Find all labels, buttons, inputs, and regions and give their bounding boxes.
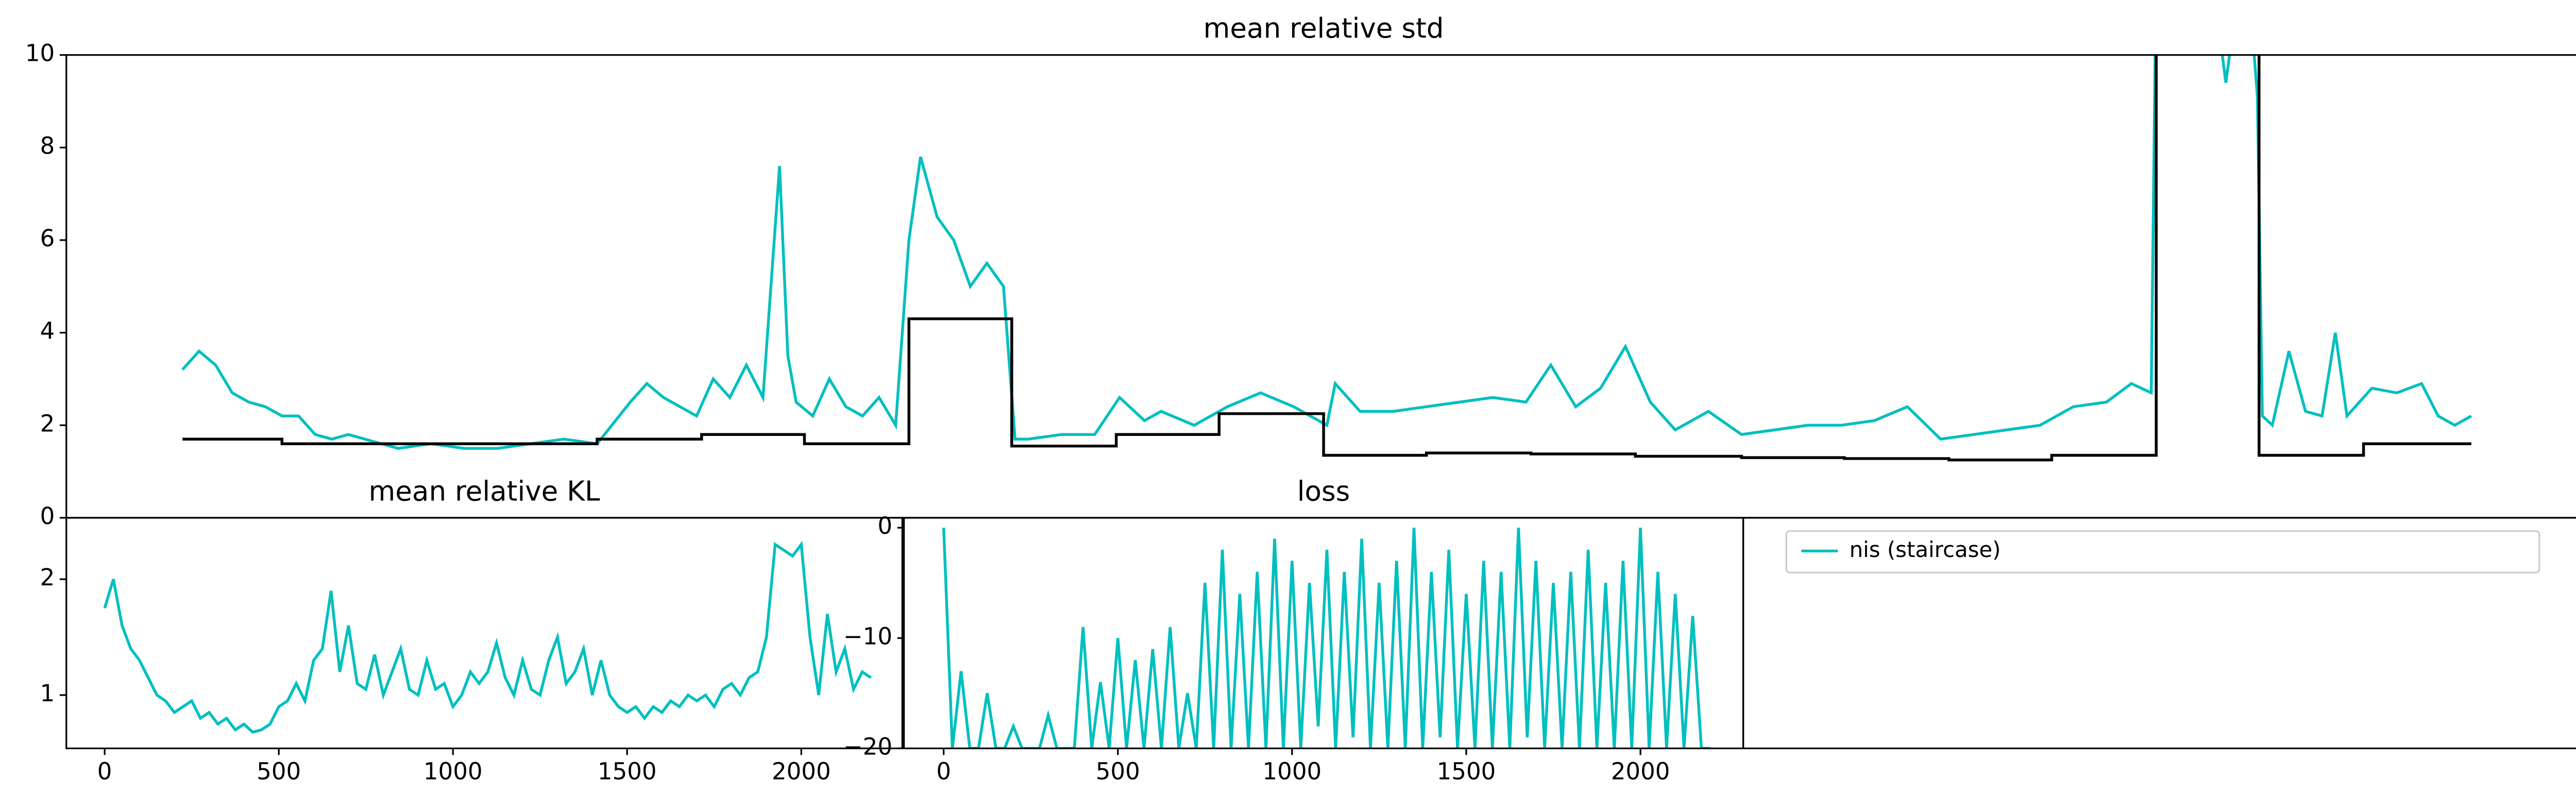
series-line bbox=[181, 55, 2472, 450]
y-tick-label: 0 bbox=[877, 512, 892, 539]
chart-title: mean relative std bbox=[1204, 12, 1444, 44]
y-tick-label: −10 bbox=[843, 622, 892, 650]
series-line bbox=[103, 541, 872, 734]
y-tick-label: 0 bbox=[40, 502, 55, 530]
x-tick-label: 2000 bbox=[1611, 758, 1670, 785]
y-tick-label: −20 bbox=[843, 733, 892, 760]
x-tick-label: 500 bbox=[257, 758, 301, 785]
x-tick-label: 1000 bbox=[423, 758, 483, 785]
chart-title: loss bbox=[1297, 475, 1350, 507]
legend-box bbox=[1785, 530, 2540, 573]
y-tick-label: 1 bbox=[40, 680, 55, 707]
x-tick-label: 0 bbox=[97, 758, 112, 785]
x-tick-label: 0 bbox=[936, 758, 951, 785]
chart-title: mean relative KL bbox=[368, 475, 600, 507]
series-line bbox=[942, 528, 1710, 749]
axes-frame bbox=[65, 517, 903, 750]
legend-label: nis (staircase) bbox=[1850, 537, 2001, 562]
y-tick-label: 4 bbox=[40, 317, 55, 345]
axes-frame bbox=[1742, 517, 2576, 750]
x-tick-label: 1500 bbox=[598, 758, 657, 785]
y-tick-label: 10 bbox=[25, 40, 55, 67]
x-tick-label: 1000 bbox=[1263, 758, 1322, 785]
y-tick-label: 8 bbox=[40, 132, 55, 159]
x-tick-label: 2000 bbox=[772, 758, 831, 785]
y-tick-label: 2 bbox=[40, 564, 55, 591]
x-tick-label: 1500 bbox=[1437, 758, 1496, 785]
y-tick-label: 6 bbox=[40, 225, 55, 252]
axes-frame bbox=[65, 54, 2576, 519]
x-tick-label: 500 bbox=[1096, 758, 1140, 785]
y-tick-label: 2 bbox=[40, 410, 55, 437]
series-line bbox=[182, 55, 2471, 462]
